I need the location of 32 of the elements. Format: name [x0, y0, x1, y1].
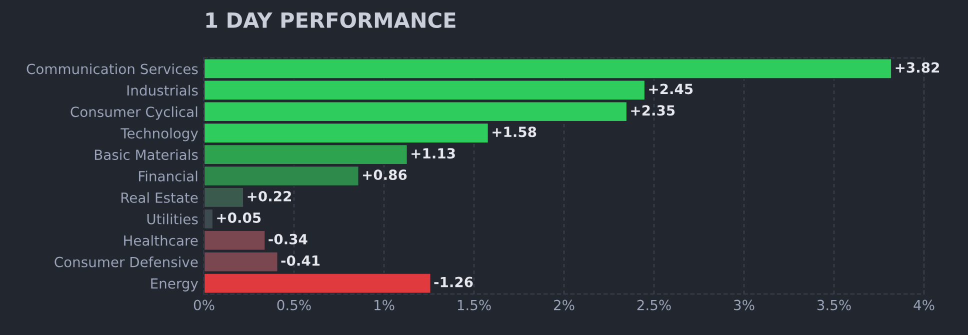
- x-tick-label: 3%: [734, 300, 754, 310]
- x-tick-label: 0.5%: [277, 300, 311, 310]
- data-label: +0.05: [217, 212, 261, 223]
- chart-title: 1 DAY PERFORMANCE: [206, 12, 456, 28]
- data-label: +1.58: [492, 126, 536, 138]
- data-label: +3.82: [896, 62, 939, 73]
- data-label: -0.41: [281, 255, 320, 266]
- x-tick-label: 2%: [554, 300, 574, 310]
- y-tick-label: Financial: [138, 170, 198, 182]
- y-tick-label: Healthcare: [124, 235, 198, 246]
- y-tick-label: Utilities: [147, 214, 198, 224]
- y-tick-label: Consumer Defensive: [54, 256, 198, 268]
- x-tick-label: 0%: [194, 300, 214, 310]
- x-tick-label: 1%: [374, 300, 394, 310]
- y-tick-label: Industrials: [127, 84, 198, 96]
- data-label: +1.13: [412, 148, 455, 159]
- x-tick-label: 2.5%: [637, 300, 671, 310]
- y-tick-label: Energy: [151, 278, 198, 292]
- y-tick-label: Basic Materials: [94, 149, 198, 160]
- y-tick-label: Real Estate: [121, 192, 198, 203]
- y-tick-label: Consumer Cyclical: [70, 106, 198, 120]
- data-label: +2.45: [649, 84, 693, 94]
- data-label: +0.22: [248, 190, 291, 202]
- x-tick-label: 3.5%: [817, 300, 851, 310]
- y-tick-label: Technology: [120, 128, 198, 142]
- data-label: +0.86: [362, 170, 407, 180]
- x-tick-label: 1.5%: [458, 300, 491, 310]
- data-label: -0.34: [268, 234, 308, 244]
- data-label: -1.26: [434, 276, 473, 288]
- y-tick-label: Communication Services: [26, 63, 198, 74]
- x-tick-label: 4%: [914, 300, 934, 310]
- data-label: +2.35: [631, 105, 675, 116]
